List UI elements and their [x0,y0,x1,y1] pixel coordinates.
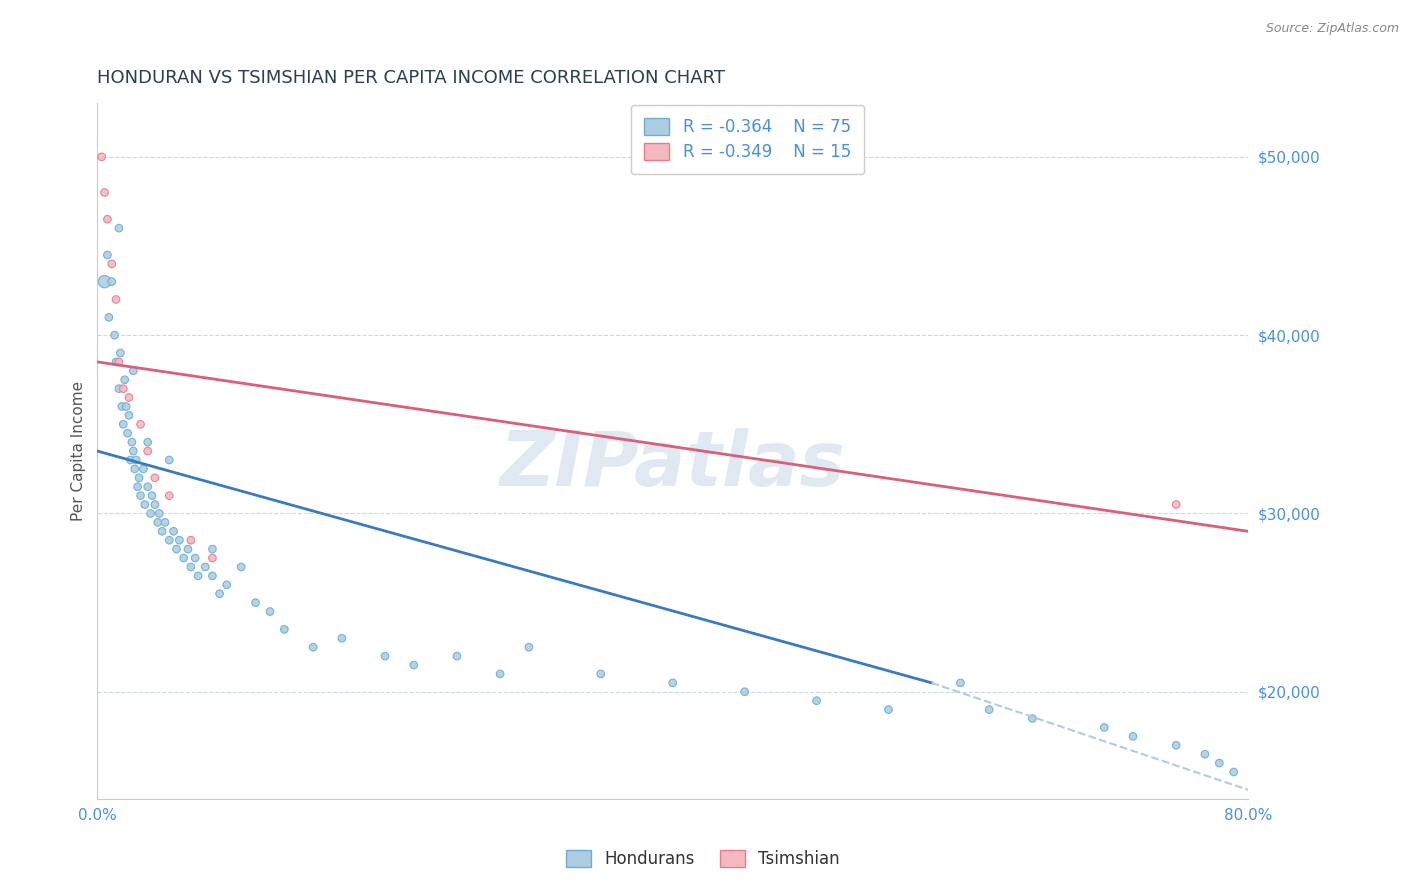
Point [157,489,180,503]
Point [184,551,207,566]
Point [169,533,191,548]
Point [330,632,353,646]
Point [157,453,180,467]
Point [661,676,683,690]
Point [122,364,145,378]
Point [180,533,202,548]
Point [108,382,131,396]
Point [143,471,166,485]
Point [259,605,281,619]
Point [100,257,122,271]
Text: HONDURAN VS TSIMSHIAN PER CAPITA INCOME CORRELATION CHART: HONDURAN VS TSIMSHIAN PER CAPITA INCOME … [97,69,725,87]
Point [114,373,136,387]
Point [124,462,146,476]
Point [100,275,122,289]
Point [146,516,169,530]
Point [105,355,128,369]
Point [162,524,184,539]
Text: Source: ZipAtlas.com: Source: ZipAtlas.com [1265,22,1399,36]
Point [110,346,132,360]
Point [127,480,149,494]
Point [141,489,163,503]
Point [139,507,162,521]
Point [302,640,325,655]
Point [96,248,118,262]
Point [117,426,139,441]
Point [143,498,166,512]
Point [949,676,972,690]
Point [1122,730,1144,744]
Point [589,667,612,681]
Point [105,293,128,307]
Point [111,400,134,414]
Point [93,186,115,200]
Point [1194,747,1216,761]
Point [208,587,231,601]
Point [129,417,152,432]
Point [118,391,141,405]
Point [134,498,156,512]
Point [120,453,142,467]
Point [108,221,131,235]
Point [245,596,267,610]
Point [374,649,396,664]
Text: ZIPatlas: ZIPatlas [499,428,846,502]
Point [118,409,141,423]
Legend: Hondurans, Tsimshian: Hondurans, Tsimshian [560,843,846,875]
Point [489,667,512,681]
Point [1208,756,1230,770]
Point [129,489,152,503]
Point [173,551,195,566]
Point [93,275,115,289]
Point [201,569,224,583]
Point [1021,712,1043,726]
Point [112,382,135,396]
Point [136,480,159,494]
Point [115,400,138,414]
Point [121,435,143,450]
Point [125,453,148,467]
Point [108,355,131,369]
Point [166,542,188,557]
Point [90,150,112,164]
Point [231,560,253,574]
Point [1166,738,1188,752]
Point [148,507,170,521]
Point [215,578,238,592]
Point [446,649,468,664]
Point [517,640,540,655]
Legend: R = -0.364    N = 75, R = -0.349    N = 15: R = -0.364 N = 75, R = -0.349 N = 15 [631,104,865,175]
Point [194,560,217,574]
Point [177,542,200,557]
Point [979,703,1001,717]
Y-axis label: Per Capita Income: Per Capita Income [72,381,86,521]
Point [136,444,159,458]
Point [201,551,224,566]
Point [132,462,155,476]
Point [806,694,828,708]
Point [180,560,202,574]
Point [273,623,295,637]
Point [122,444,145,458]
Point [150,524,173,539]
Point [1166,498,1188,512]
Point [97,310,120,325]
Point [153,516,176,530]
Point [112,417,135,432]
Point [402,658,425,673]
Point [1222,764,1244,779]
Point [128,471,150,485]
Point [187,569,209,583]
Point [1092,721,1115,735]
Point [136,435,159,450]
Point [201,542,224,557]
Point [157,533,180,548]
Point [104,328,127,343]
Point [877,703,900,717]
Point [96,212,118,227]
Point [734,685,756,699]
